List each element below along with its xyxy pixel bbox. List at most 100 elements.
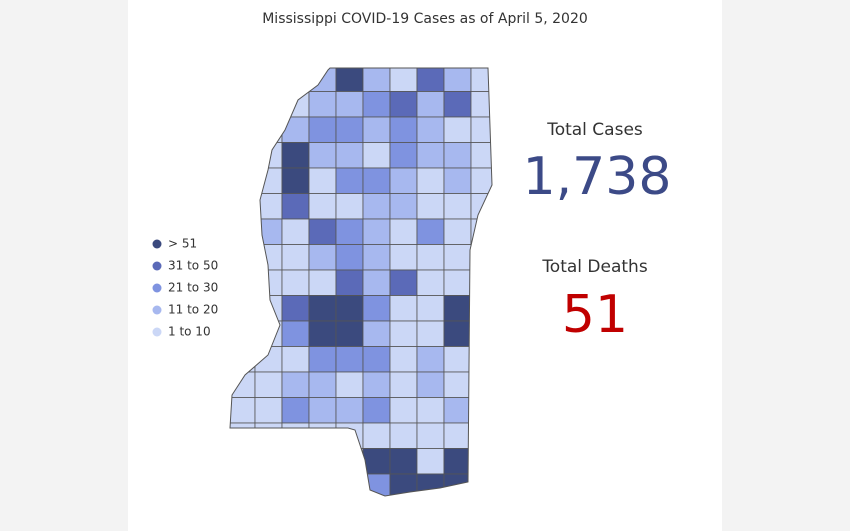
state-outline [229,67,493,497]
deaths-value: 51 [562,285,628,345]
cases-value: 1,738 [523,147,672,207]
county [416,116,445,143]
county [416,448,445,475]
county [335,346,364,373]
county [362,295,391,322]
county [308,346,337,373]
county [443,193,472,220]
map-title: Mississippi COVID-19 Cases as of April 5… [262,11,588,27]
county [389,448,418,475]
county [308,397,337,424]
county [443,422,472,449]
county [389,295,418,322]
county [362,269,391,296]
county [281,142,310,169]
county [335,269,364,296]
county [281,269,310,296]
county [443,371,472,398]
county [308,142,337,169]
county [389,68,418,92]
county [281,295,310,322]
county [362,346,391,373]
county [416,142,445,169]
county [335,371,364,398]
legend-label: 1 to 10 [168,325,211,339]
county [308,371,337,398]
legend-label: 11 to 20 [168,303,218,317]
county [443,91,472,118]
county [281,218,310,245]
county [308,218,337,245]
county [416,295,445,322]
county [443,269,472,296]
county [416,167,445,194]
county [443,397,472,424]
county [362,320,391,347]
county [389,269,418,296]
county [308,320,337,347]
county [281,397,310,424]
county [416,346,445,373]
county [389,422,418,449]
county [254,371,283,398]
county [335,142,364,169]
county [443,320,472,347]
county [335,167,364,194]
county [362,142,391,169]
legend-swatch [152,327,162,337]
legend-label: > 51 [168,237,197,251]
county [308,269,337,296]
county [443,68,472,92]
county [335,244,364,271]
legend-swatch [152,283,162,293]
county [308,244,337,271]
county [362,68,391,92]
county [389,397,418,424]
county [389,91,418,118]
county [308,116,337,143]
county [416,193,445,220]
county [281,244,310,271]
county [416,244,445,271]
county [443,346,472,373]
legend: > 51 31 to 50 21 to 30 11 to 20 1 to 10 [152,237,218,339]
county [416,91,445,118]
county [254,397,283,424]
county [443,142,472,169]
county [416,269,445,296]
county [443,295,472,322]
county [389,142,418,169]
county [362,116,391,143]
county [389,167,418,194]
county [416,397,445,424]
county [335,397,364,424]
county [362,193,391,220]
county [335,116,364,143]
county [443,218,472,245]
county [362,91,391,118]
county [362,397,391,424]
county [389,218,418,245]
county [443,116,472,143]
county [335,295,364,322]
county [281,167,310,194]
county [308,193,337,220]
county [335,218,364,245]
county [362,422,391,449]
county [308,91,337,118]
county [389,320,418,347]
county [443,448,472,475]
county [389,346,418,373]
cases-label: Total Cases [546,120,643,140]
county [389,371,418,398]
county [389,244,418,271]
county [416,371,445,398]
county [281,193,310,220]
county [389,193,418,220]
county [335,91,364,118]
county [281,371,310,398]
county [416,422,445,449]
county [281,320,310,347]
county [308,295,337,322]
